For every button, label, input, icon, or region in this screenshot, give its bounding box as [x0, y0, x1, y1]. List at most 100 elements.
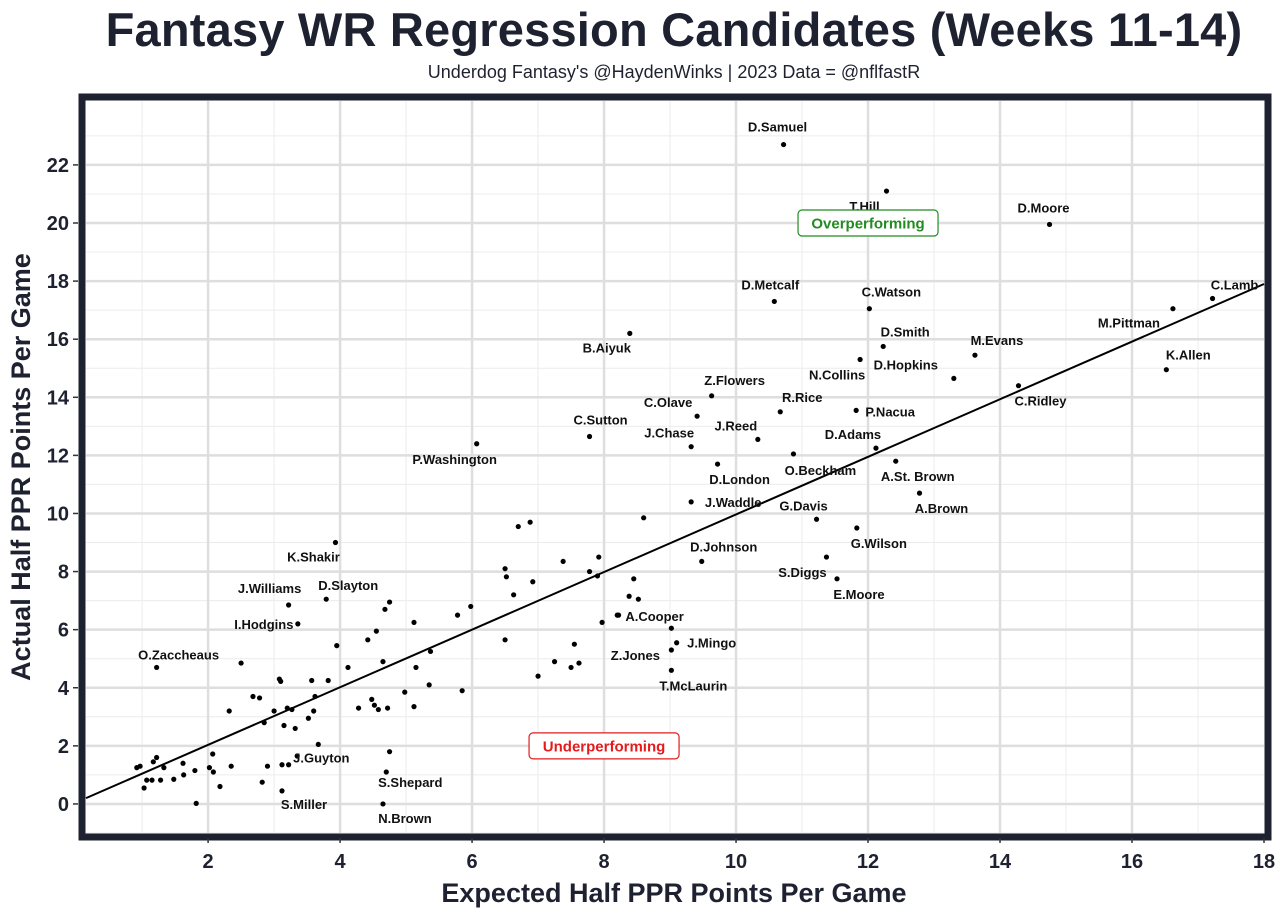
data-point [271, 708, 277, 714]
point-label: A.Brown [915, 501, 969, 516]
data-point [238, 660, 244, 666]
data-point [181, 772, 187, 778]
x-tick-label: 10 [725, 851, 747, 873]
y-tick-label: 0 [58, 794, 69, 816]
data-point [515, 523, 521, 530]
labeled-data-point [777, 409, 783, 415]
data-point [180, 760, 186, 766]
point-label: C.Ridley [1014, 394, 1067, 409]
data-point [279, 762, 285, 768]
labeled-data-point [893, 458, 899, 464]
data-point [571, 641, 577, 647]
x-axis-title: Expected Half PPR Points Per Game [441, 878, 906, 908]
labeled-data-point [854, 525, 860, 531]
y-tick-label: 16 [47, 329, 69, 351]
x-tick-label: 8 [598, 851, 609, 873]
point-label: C.Lamb [1211, 278, 1259, 293]
labeled-data-point [674, 640, 680, 646]
data-point [373, 628, 379, 634]
point-label: D.Smith [881, 324, 930, 339]
x-tick-label: 4 [335, 851, 347, 873]
labeled-data-point [866, 306, 872, 312]
annotation-box [797, 209, 939, 237]
data-point [278, 678, 284, 684]
labeled-data-point [154, 664, 160, 671]
data-point [256, 695, 263, 701]
annotation-label: Overperforming [811, 216, 924, 233]
point-label: K.Allen [1166, 348, 1211, 363]
data-point [369, 696, 375, 702]
labeled-data-point [714, 461, 721, 467]
regression-line [85, 283, 1265, 800]
data-point [345, 664, 351, 671]
x-axis-ticks: 2 4 6 8 10 12 14 16 18 [203, 838, 1275, 873]
y-tick-label: 8 [58, 562, 69, 584]
x-tick-label: 16 [1121, 851, 1143, 873]
point-label: D.Samuel [748, 120, 807, 135]
data-point [551, 659, 558, 665]
point-label: S.Shepard [378, 775, 442, 790]
y-axis-ticks: 0 2 4 6 8 10 12 14 16 18 20 22 [47, 155, 78, 816]
grid-lines [86, 101, 1264, 834]
data-point [503, 574, 509, 580]
labeled-data-point [1046, 221, 1053, 228]
data-point [596, 554, 602, 560]
point-label: B.Aiyuk [583, 340, 632, 355]
data-point [454, 612, 461, 618]
data-point [284, 705, 290, 711]
data-point [365, 637, 371, 643]
point-label: J.Williams [238, 581, 301, 596]
labeled-data-point [688, 499, 694, 505]
regression-line-group [85, 283, 1265, 800]
labeled-data-point [916, 490, 923, 496]
data-point [289, 706, 295, 713]
y-tick-label: 22 [47, 155, 69, 177]
labeled-data-point [286, 602, 292, 608]
data-point [641, 515, 647, 521]
data-point [312, 693, 318, 700]
point-label: Z.Flowers [704, 373, 765, 388]
point-label: M.Evans [971, 333, 1024, 348]
x-tick-label: 2 [203, 851, 214, 873]
data-point [210, 751, 216, 757]
data-point [586, 568, 593, 575]
x-tick-label: 6 [467, 851, 478, 873]
data-point [228, 763, 234, 769]
labeled-data-point [880, 343, 886, 350]
y-tick-label: 6 [58, 620, 69, 642]
data-point [527, 519, 533, 525]
point-label: D.London [709, 472, 770, 487]
chart-title: Fantasy WR Regression Candidates (Weeks … [105, 3, 1243, 56]
labeled-data-point [586, 433, 593, 440]
data-point [568, 664, 574, 671]
data-point [511, 592, 517, 598]
data-point [502, 566, 508, 572]
labeled-data-point [951, 375, 957, 382]
labeled-data-point [279, 788, 285, 794]
labeled-data-point [1015, 383, 1022, 389]
data-point [149, 777, 155, 783]
zone-annotations: Overperforming Underperforming [528, 209, 939, 760]
labeled-data-point [380, 801, 386, 807]
labeled-data-point [853, 407, 859, 413]
labeled-data-point [615, 612, 622, 618]
labeled-data-point [295, 621, 301, 627]
labeled-data-point [1163, 367, 1169, 373]
point-label: S.Diggs [778, 565, 826, 580]
data-point [402, 689, 408, 695]
x-tick-label: 12 [857, 851, 879, 873]
data-point [325, 677, 331, 684]
point-label: T.McLaurin [659, 678, 727, 693]
data-point [560, 558, 566, 565]
data-point [311, 708, 317, 714]
y-tick-label: 4 [58, 678, 70, 700]
data-point [292, 725, 298, 732]
data-point [427, 648, 434, 655]
labeled-data-point [834, 576, 840, 582]
data-point [576, 660, 582, 666]
y-tick-label: 12 [47, 445, 69, 467]
data-point [192, 767, 198, 774]
data-point [309, 677, 315, 684]
point-label: K.Shakir [287, 550, 340, 565]
